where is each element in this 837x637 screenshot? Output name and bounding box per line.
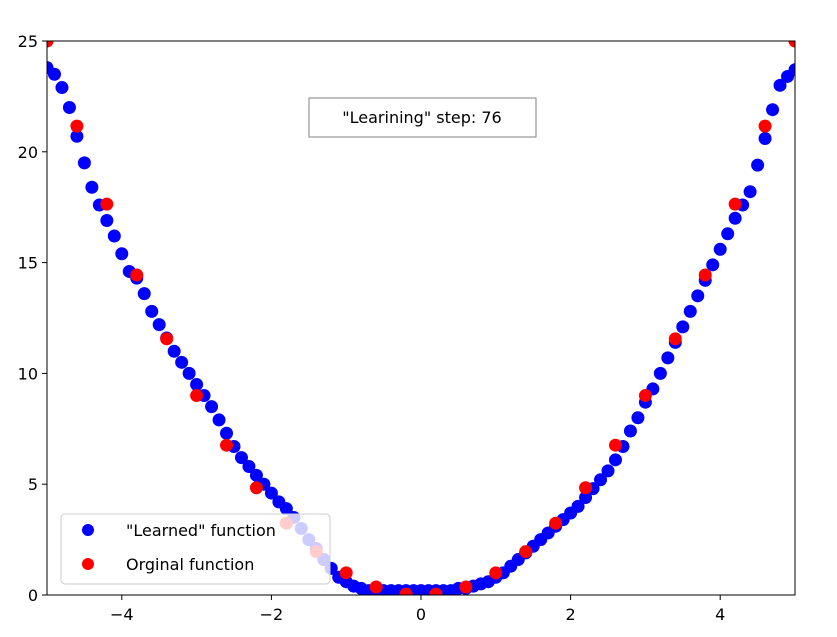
legend-marker-learned xyxy=(82,524,94,536)
learned-point xyxy=(728,211,742,225)
x-tick-label: 0 xyxy=(416,605,426,624)
original-point xyxy=(249,481,263,495)
x-tick-label: −2 xyxy=(260,605,284,624)
legend-marker-original xyxy=(82,558,94,570)
original-point xyxy=(758,119,772,133)
original-point xyxy=(47,41,54,48)
learned-point xyxy=(107,229,121,243)
learned-point xyxy=(751,158,765,172)
original-point xyxy=(549,516,563,530)
learned-point xyxy=(115,247,129,261)
y-tick-label: 15 xyxy=(18,254,38,273)
learned-point xyxy=(249,468,263,482)
original-point xyxy=(579,481,593,495)
learned-point xyxy=(137,287,151,301)
learned-point xyxy=(77,156,91,170)
learned-point xyxy=(661,351,675,365)
learned-point xyxy=(70,129,84,143)
learned-point xyxy=(721,227,735,241)
legend-label-original: Orginal function xyxy=(126,555,254,574)
learned-point xyxy=(706,258,720,272)
original-point xyxy=(130,268,144,282)
original-point xyxy=(608,438,622,452)
x-axis: −4 −2 0 2 4 xyxy=(110,595,725,624)
x-tick-label: 2 xyxy=(566,605,576,624)
y-tick-label: 10 xyxy=(18,364,38,383)
learned-point xyxy=(653,366,667,380)
learned-point xyxy=(85,180,99,194)
learned-point xyxy=(220,426,234,440)
legend: "Learned" function Orginal function xyxy=(60,513,331,585)
learned-point xyxy=(152,318,166,332)
learned-point xyxy=(55,81,69,95)
learned-point xyxy=(167,344,181,358)
learned-point xyxy=(743,185,757,199)
original-point xyxy=(339,566,353,580)
learned-point xyxy=(594,473,608,487)
x-tick-label: −4 xyxy=(110,605,134,624)
original-point xyxy=(728,197,742,211)
learned-point xyxy=(713,242,727,256)
learned-point xyxy=(145,304,159,318)
y-tick-label: 25 xyxy=(18,32,38,51)
learned-point xyxy=(676,320,690,334)
annotation-text: "Learining" step: 76 xyxy=(342,108,501,127)
learned-point xyxy=(190,377,204,391)
original-point xyxy=(489,566,503,580)
learned-point xyxy=(279,502,293,516)
learned-point xyxy=(788,63,795,77)
annotation-box: "Learining" step: 76 xyxy=(308,97,537,138)
original-point xyxy=(70,119,84,133)
y-tick-label: 5 xyxy=(28,475,38,494)
learned-point xyxy=(773,78,787,92)
x-tick-label: 4 xyxy=(715,605,725,624)
points-layer xyxy=(47,41,795,595)
original-point xyxy=(668,332,682,346)
learned-point xyxy=(212,413,226,427)
original-point xyxy=(459,580,473,594)
learned-point xyxy=(608,453,622,467)
learned-point xyxy=(623,424,637,438)
original-point xyxy=(100,197,114,211)
legend-label-learned: "Learned" function xyxy=(126,521,276,540)
annotation-frame xyxy=(308,97,537,138)
original-point xyxy=(698,268,712,282)
legend-frame xyxy=(60,513,331,585)
original-point xyxy=(369,580,383,594)
original-point xyxy=(638,389,652,403)
learned-point xyxy=(579,490,593,504)
learned-point xyxy=(62,100,76,114)
y-tick-label: 20 xyxy=(18,143,38,162)
original-point xyxy=(519,545,533,559)
y-axis: 0 5 10 15 20 25 xyxy=(18,32,47,605)
learned-point xyxy=(601,464,615,478)
learned-point xyxy=(571,499,585,513)
original-point xyxy=(160,332,174,346)
original-point xyxy=(190,389,204,403)
learned-point xyxy=(631,411,645,425)
learned-point xyxy=(242,459,256,473)
learned-point xyxy=(758,132,772,146)
learned-point xyxy=(766,103,780,117)
learned-point xyxy=(683,304,697,318)
learned-point xyxy=(691,289,705,303)
y-tick-label: 0 xyxy=(28,586,38,605)
learned-point xyxy=(205,400,219,414)
learned-point xyxy=(182,366,196,380)
learned-point xyxy=(264,486,278,500)
original-point xyxy=(220,438,234,452)
learned-point xyxy=(100,213,114,227)
original-point xyxy=(788,41,795,48)
learned-point xyxy=(175,355,189,369)
original-point xyxy=(429,587,443,595)
learned-point xyxy=(47,67,61,81)
learned-point xyxy=(234,451,248,465)
original-point xyxy=(399,587,413,595)
